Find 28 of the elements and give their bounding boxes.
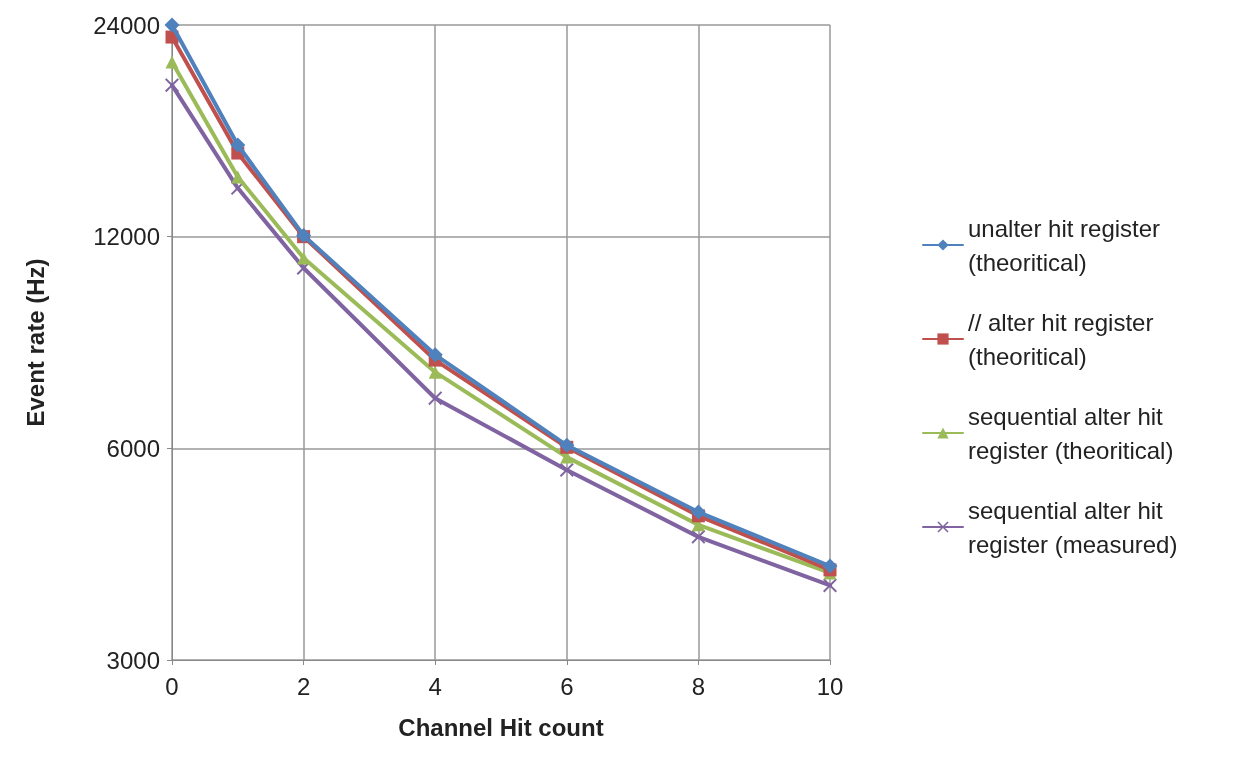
point [165, 55, 179, 69]
point [428, 365, 442, 379]
point [231, 170, 245, 184]
y-axis-title: Event rate (Hz) [21, 258, 49, 427]
y-tick-label: 24000 [93, 11, 160, 39]
x-tick-label: 10 [816, 672, 844, 700]
point [297, 251, 311, 265]
y-tick-label: 3000 [106, 646, 160, 674]
point [822, 558, 838, 574]
x-tick-label: 8 [691, 672, 706, 700]
point [230, 137, 246, 153]
point [165, 78, 179, 93]
x-tick-label: 2 [296, 672, 311, 700]
y-tick-label: 6000 [106, 434, 160, 462]
x-tick-label: 6 [560, 672, 574, 700]
x-axis-title: Channel Hit count [398, 713, 604, 741]
legend-label: sequential alter hit register (measured) [968, 496, 1178, 558]
point [690, 504, 706, 520]
legend-label: sequential alter hit register (theoritical) [968, 402, 1174, 464]
point [427, 347, 443, 363]
y-tick-label: 12000 [93, 223, 160, 251]
legend-label: unalter hit register (theoritical) [968, 214, 1167, 276]
point [428, 391, 443, 406]
legend-label: // alter hit register (theoritical) [968, 308, 1161, 370]
point [164, 17, 180, 33]
x-tick-label: 4 [428, 672, 442, 700]
point [559, 462, 574, 477]
x-tick-label: 0 [165, 672, 179, 700]
